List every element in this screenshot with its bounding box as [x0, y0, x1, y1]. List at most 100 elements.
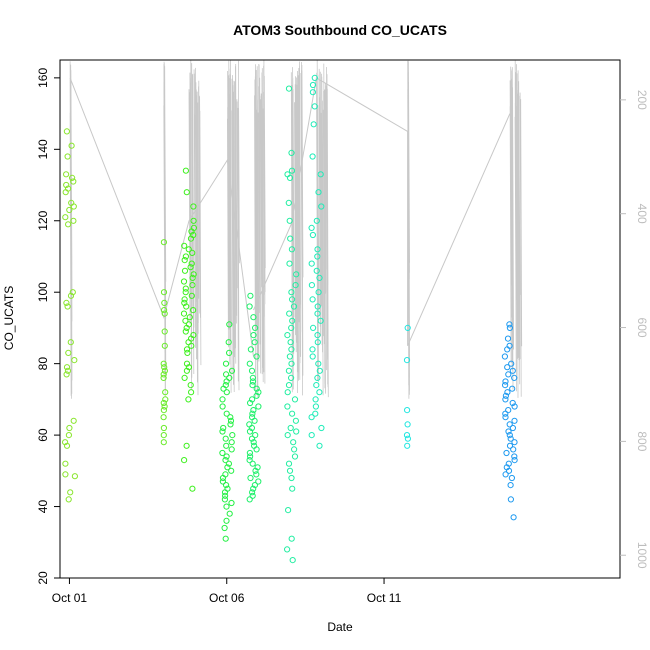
data-point	[222, 535, 229, 542]
data-point	[288, 246, 295, 253]
data-point	[288, 346, 295, 353]
data-point	[314, 374, 321, 381]
data-point	[223, 517, 230, 524]
data-point	[226, 510, 233, 517]
data-point	[247, 399, 254, 407]
data-point	[160, 374, 167, 381]
data-point	[160, 439, 167, 446]
data-point	[252, 432, 259, 439]
x-tick-label: Oct 06	[209, 591, 245, 605]
data-point	[506, 421, 513, 428]
data-point	[70, 217, 77, 224]
data-point	[187, 235, 195, 242]
data-point	[63, 171, 70, 178]
data-point	[509, 399, 516, 407]
series-group	[246, 292, 262, 503]
data-point	[292, 282, 299, 289]
pressure-trace-layer	[69, 60, 523, 399]
data-point	[227, 421, 234, 428]
data-point	[502, 414, 509, 421]
data-point	[285, 199, 292, 206]
data-point	[70, 203, 77, 210]
data-point	[314, 303, 321, 310]
data-point	[311, 103, 318, 110]
data-point	[255, 389, 262, 396]
data-point	[62, 471, 69, 478]
data-point	[249, 460, 256, 467]
data-point	[228, 367, 236, 374]
data-point	[309, 89, 316, 96]
data-point	[246, 360, 253, 367]
data-point	[508, 360, 515, 367]
data-point	[70, 417, 77, 424]
data-point	[69, 289, 76, 296]
data-point	[182, 317, 189, 324]
data-point	[510, 514, 517, 521]
data-point	[313, 217, 320, 224]
data-point	[288, 149, 295, 156]
data-point	[247, 346, 254, 353]
data-point	[506, 432, 513, 439]
data-point	[316, 442, 323, 449]
data-point	[507, 482, 514, 489]
data-point	[290, 303, 298, 310]
y2-tick-label: 400	[635, 204, 649, 224]
y2-tick-label: 800	[635, 431, 649, 451]
data-point	[190, 307, 197, 314]
data-point	[316, 367, 323, 374]
data-point	[284, 389, 291, 396]
data-point	[67, 489, 74, 496]
data-point	[65, 349, 72, 356]
data-point	[289, 410, 296, 417]
data-point	[227, 414, 234, 421]
data-point	[161, 367, 168, 374]
data-point	[246, 457, 253, 464]
data-point	[318, 203, 325, 210]
data-point	[317, 317, 324, 324]
data-point	[287, 235, 294, 242]
data-point	[314, 332, 321, 339]
data-point	[253, 385, 260, 392]
y-tick-label: 20	[36, 571, 50, 585]
data-points-layer	[62, 74, 518, 564]
data-point	[284, 432, 291, 439]
data-point	[308, 414, 315, 421]
data-point	[251, 339, 258, 346]
data-point	[314, 246, 321, 253]
data-point	[249, 382, 256, 389]
transit-line	[253, 77, 511, 347]
data-point	[189, 249, 196, 256]
data-point	[292, 417, 299, 424]
data-point	[293, 428, 300, 435]
data-point	[248, 435, 256, 442]
data-point	[511, 374, 518, 381]
data-point	[289, 485, 296, 492]
data-point	[249, 410, 256, 417]
data-point	[185, 396, 192, 403]
data-point	[220, 424, 227, 432]
data-point	[160, 399, 167, 407]
y-tick-label: 100	[36, 282, 50, 302]
data-point	[188, 228, 195, 235]
data-point	[223, 378, 230, 385]
data-point	[222, 360, 230, 367]
data-point	[62, 460, 69, 467]
data-point	[160, 289, 168, 296]
data-point	[160, 371, 167, 378]
data-point	[288, 289, 295, 296]
data-point	[228, 467, 235, 474]
data-point	[285, 367, 292, 374]
data-point	[502, 410, 509, 417]
series-group	[160, 239, 169, 446]
pressure-trace-segment	[407, 60, 410, 399]
data-point	[188, 342, 195, 349]
data-point	[222, 457, 229, 464]
data-point	[249, 489, 256, 496]
data-point	[161, 364, 168, 371]
data-point	[63, 128, 71, 135]
data-point	[162, 389, 169, 396]
data-point	[504, 335, 512, 342]
data-point	[188, 260, 195, 267]
data-point	[63, 299, 70, 306]
pressure-trace-segment	[227, 60, 240, 393]
